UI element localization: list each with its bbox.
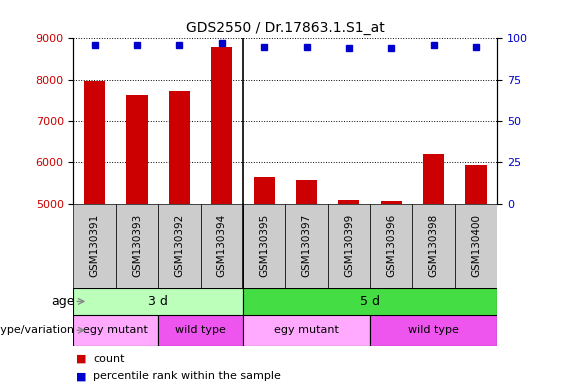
Bar <box>381 202 402 204</box>
Bar <box>73 315 158 346</box>
Bar <box>328 204 370 288</box>
Bar <box>370 315 497 346</box>
Text: GSM130395: GSM130395 <box>259 214 269 277</box>
Text: 3 d: 3 d <box>148 295 168 308</box>
Bar <box>116 204 158 288</box>
Text: GSM130394: GSM130394 <box>217 214 227 277</box>
Text: GSM130391: GSM130391 <box>90 214 99 277</box>
Bar <box>412 204 455 288</box>
Title: GDS2550 / Dr.17863.1.S1_at: GDS2550 / Dr.17863.1.S1_at <box>186 21 385 35</box>
Text: GSM130400: GSM130400 <box>471 214 481 277</box>
Text: GSM130397: GSM130397 <box>302 214 311 277</box>
Bar <box>423 154 444 204</box>
Bar <box>127 95 147 204</box>
Bar <box>285 204 328 288</box>
Text: ■: ■ <box>76 354 87 364</box>
Text: GSM130396: GSM130396 <box>386 214 396 277</box>
Bar <box>243 315 370 346</box>
Bar <box>201 204 243 288</box>
Text: wild type: wild type <box>408 325 459 335</box>
Text: GSM130398: GSM130398 <box>429 214 438 277</box>
Bar <box>73 204 116 288</box>
Bar <box>254 177 275 204</box>
Text: egy mutant: egy mutant <box>274 325 339 335</box>
Bar <box>466 165 486 204</box>
Text: GSM130392: GSM130392 <box>175 214 184 277</box>
Text: age: age <box>51 295 75 308</box>
Bar <box>158 315 243 346</box>
Bar <box>455 204 497 288</box>
Bar <box>243 288 497 315</box>
Bar <box>211 48 232 204</box>
Bar <box>370 204 412 288</box>
Text: egy mutant: egy mutant <box>84 325 148 335</box>
Text: wild type: wild type <box>175 325 226 335</box>
Bar <box>338 200 359 204</box>
Text: genotype/variation: genotype/variation <box>0 325 75 335</box>
Text: GSM130399: GSM130399 <box>344 214 354 277</box>
Text: ■: ■ <box>76 371 87 381</box>
Bar <box>158 204 201 288</box>
Text: percentile rank within the sample: percentile rank within the sample <box>93 371 281 381</box>
Text: count: count <box>93 354 125 364</box>
Text: 5 d: 5 d <box>360 295 380 308</box>
Text: GSM130393: GSM130393 <box>132 214 142 277</box>
Bar <box>73 288 243 315</box>
Bar <box>296 180 317 204</box>
Bar <box>169 91 190 204</box>
Bar <box>243 204 285 288</box>
Bar <box>84 81 105 204</box>
